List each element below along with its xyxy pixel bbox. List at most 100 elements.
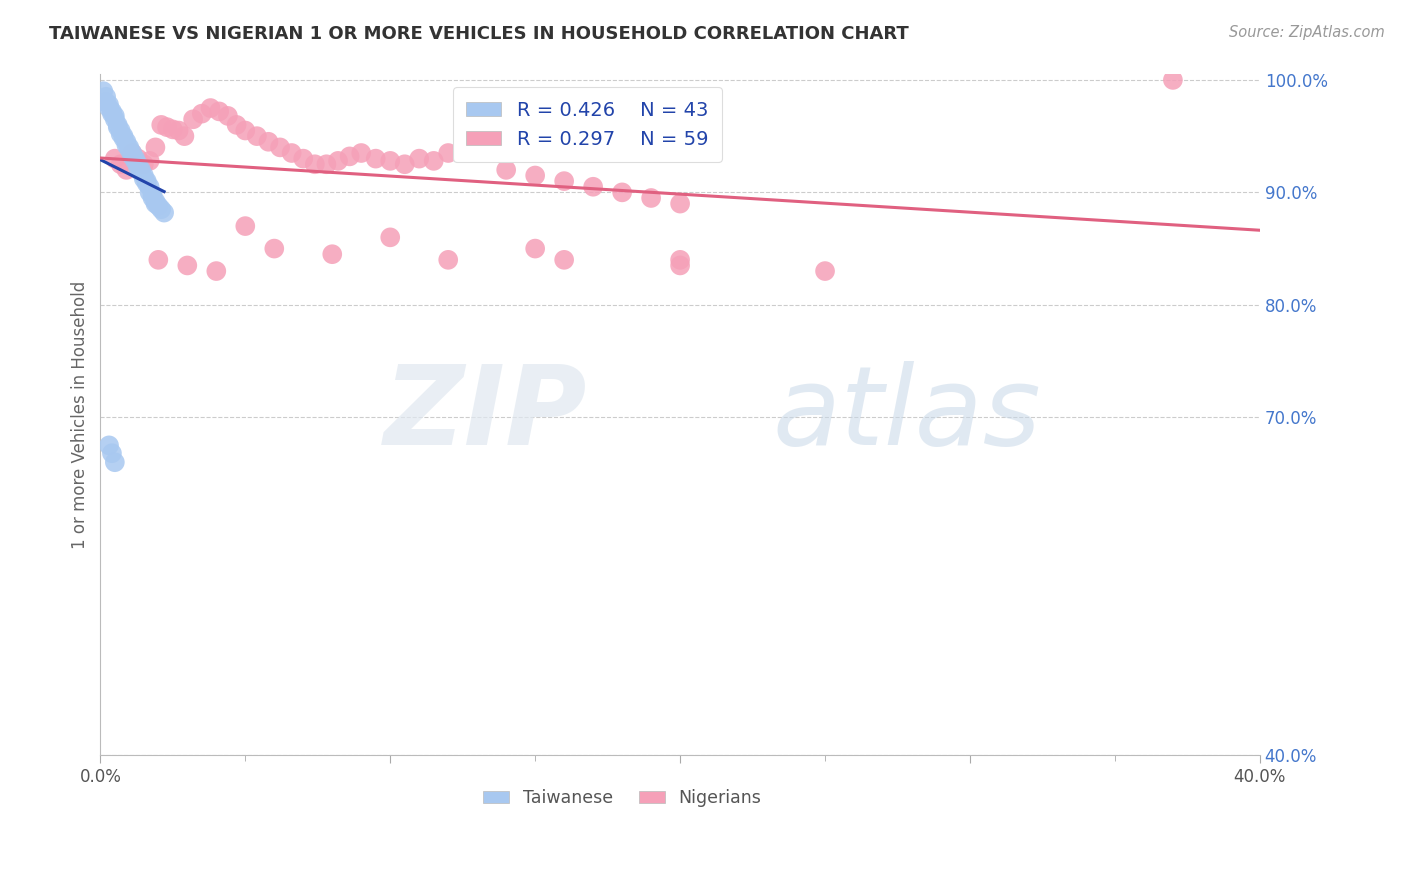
Point bbox=[350, 146, 373, 161]
Point bbox=[121, 149, 143, 163]
Point bbox=[156, 120, 179, 135]
Point bbox=[127, 161, 149, 175]
Point bbox=[495, 162, 517, 177]
Point bbox=[150, 202, 173, 217]
Point bbox=[208, 104, 231, 119]
Point bbox=[94, 95, 117, 110]
Point bbox=[141, 191, 163, 205]
Point bbox=[91, 84, 114, 98]
Legend: Taiwanese, Nigerians: Taiwanese, Nigerians bbox=[475, 782, 769, 814]
Point bbox=[465, 143, 488, 157]
Point bbox=[524, 242, 547, 256]
Point bbox=[98, 97, 121, 112]
Point bbox=[132, 172, 155, 186]
Point bbox=[553, 174, 575, 188]
Point bbox=[145, 194, 167, 209]
Point bbox=[115, 135, 138, 149]
Point bbox=[380, 230, 402, 244]
Point bbox=[112, 129, 135, 144]
Point bbox=[437, 252, 460, 267]
Point bbox=[304, 157, 326, 171]
Point bbox=[263, 242, 285, 256]
Point bbox=[814, 264, 837, 278]
Point bbox=[451, 140, 474, 154]
Point bbox=[141, 187, 163, 202]
Point bbox=[98, 101, 121, 115]
Text: TAIWANESE VS NIGERIAN 1 OR MORE VEHICLES IN HOUSEHOLD CORRELATION CHART: TAIWANESE VS NIGERIAN 1 OR MORE VEHICLES… bbox=[49, 25, 908, 43]
Point bbox=[669, 196, 692, 211]
Point bbox=[437, 146, 460, 161]
Point bbox=[326, 153, 349, 168]
Point bbox=[315, 157, 337, 171]
Point bbox=[138, 153, 160, 168]
Point bbox=[181, 112, 204, 127]
Point bbox=[104, 109, 127, 123]
Point bbox=[233, 219, 256, 233]
Point bbox=[257, 135, 280, 149]
Point bbox=[110, 157, 132, 171]
Point bbox=[148, 252, 170, 267]
Point bbox=[280, 146, 302, 161]
Point bbox=[121, 146, 143, 161]
Point bbox=[132, 157, 155, 171]
Point bbox=[115, 138, 138, 153]
Point bbox=[364, 152, 387, 166]
Point bbox=[610, 186, 633, 200]
Point bbox=[1161, 73, 1184, 87]
Point bbox=[101, 106, 124, 120]
Point bbox=[292, 152, 315, 166]
Point bbox=[176, 259, 198, 273]
Point bbox=[104, 455, 127, 469]
Point bbox=[205, 264, 228, 278]
Point bbox=[173, 129, 195, 144]
Point bbox=[233, 123, 256, 137]
Text: ZIP: ZIP bbox=[384, 361, 588, 468]
Point bbox=[394, 157, 416, 171]
Point bbox=[162, 122, 184, 136]
Point bbox=[110, 123, 132, 137]
Point bbox=[422, 153, 444, 168]
Point bbox=[640, 191, 662, 205]
Point bbox=[269, 140, 291, 154]
Point bbox=[225, 118, 247, 132]
Point bbox=[132, 169, 155, 183]
Point bbox=[339, 149, 361, 163]
Point bbox=[124, 152, 146, 166]
Point bbox=[121, 146, 143, 161]
Point bbox=[191, 106, 214, 120]
Point bbox=[127, 157, 149, 171]
Point bbox=[118, 143, 141, 157]
Point bbox=[138, 179, 160, 194]
Point bbox=[129, 162, 152, 177]
Point bbox=[582, 179, 605, 194]
Point bbox=[138, 186, 160, 200]
Point bbox=[150, 118, 173, 132]
Point bbox=[127, 152, 149, 166]
Point bbox=[112, 131, 135, 145]
Text: Source: ZipAtlas.com: Source: ZipAtlas.com bbox=[1229, 25, 1385, 40]
Point bbox=[107, 120, 129, 135]
Point bbox=[321, 247, 343, 261]
Point bbox=[135, 177, 157, 191]
Point bbox=[101, 104, 124, 119]
Text: atlas: atlas bbox=[773, 361, 1042, 468]
Point bbox=[167, 123, 190, 137]
Point bbox=[217, 109, 239, 123]
Point bbox=[246, 129, 269, 144]
Point bbox=[408, 152, 430, 166]
Point bbox=[669, 259, 692, 273]
Point bbox=[110, 127, 132, 141]
Point bbox=[101, 446, 124, 460]
Point bbox=[124, 153, 146, 168]
Point bbox=[669, 252, 692, 267]
Point bbox=[145, 196, 167, 211]
Point bbox=[107, 118, 129, 132]
Y-axis label: 1 or more Vehicles in Household: 1 or more Vehicles in Household bbox=[72, 280, 89, 549]
Point bbox=[153, 205, 176, 219]
Point bbox=[104, 112, 127, 127]
Point bbox=[104, 152, 127, 166]
Point bbox=[553, 252, 575, 267]
Point bbox=[148, 199, 170, 213]
Point bbox=[94, 90, 117, 104]
Point bbox=[129, 165, 152, 179]
